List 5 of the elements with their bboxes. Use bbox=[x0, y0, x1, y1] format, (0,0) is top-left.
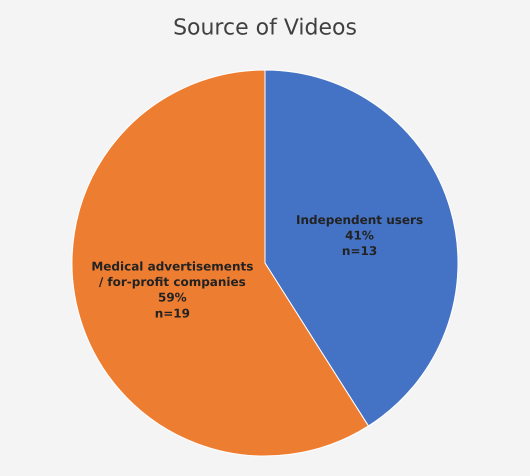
data-label: 59% n=19 bbox=[154, 290, 190, 320]
slice-label: Medical advertisements / for-profit companies bbox=[91, 260, 254, 290]
chart-title: Source of Videos bbox=[173, 15, 357, 40]
data-label: 41% n=13 bbox=[342, 228, 378, 258]
slice-label: Independent users bbox=[296, 212, 424, 227]
